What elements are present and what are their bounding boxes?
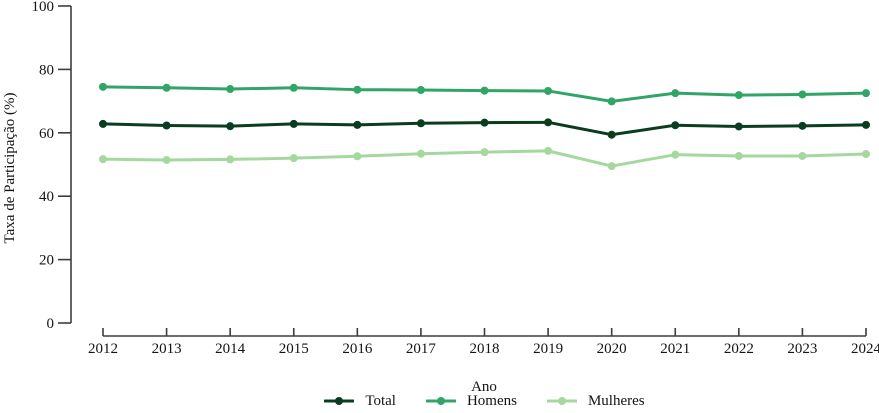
series-mulheres-point [798,151,807,160]
x-axis-title: Ano [471,379,497,395]
y-axis-title: Taxa de Participação (%) [2,93,18,244]
series-total-point [607,130,616,139]
series-homens-point [544,86,553,95]
y-tick-label: 80 [39,62,54,78]
x-tick-label: 2023 [787,341,817,357]
legend-item-total: Total [324,392,396,409]
series-total-point [416,119,425,128]
legend-marker-total-icon [324,397,355,405]
series-homens-point [862,89,870,98]
series-homens-point [416,86,425,95]
series-mulheres-point [544,146,553,155]
x-tick-label: 2022 [724,341,754,357]
series-mulheres-point [607,162,616,171]
series-mulheres-point [226,155,235,164]
series-total-point [544,118,553,127]
legend-label: Mulheres [587,392,645,409]
legend-item-homens: Homens [425,392,517,409]
series-homens-point [99,82,107,91]
y-tick-label: 20 [39,253,54,269]
series-mulheres-point [416,149,425,158]
series-layer [99,82,870,171]
series-mulheres-point [289,154,298,163]
series-homens-point [607,97,616,106]
series-mulheres-point [353,152,362,161]
y-tick-label: 60 [39,126,54,142]
legend-dot [557,397,566,405]
legend-dot [335,397,344,405]
axes-layer: 0 20 40 60 80 100 2012 2013 2014 2015 2016 2017 2018… [32,0,879,357]
x-tick-label: 2018 [470,341,500,357]
x-tick-label: 2013 [152,341,182,357]
legend-item-mulheres: Mulheres [546,392,645,409]
legend-dot [436,397,445,405]
series-mulheres-point [734,151,743,160]
x-tick-label: 2014 [215,341,246,357]
series-total-point [798,121,807,130]
x-tick-label: 2024 [851,341,879,357]
y-tick-label: 100 [32,0,55,15]
series-mulheres-point [671,150,680,159]
series-total-point [99,119,107,128]
series-total-point [226,122,235,131]
x-tick-label: 2020 [597,341,627,357]
y-tick-label: 0 [47,316,55,332]
series-total-point [289,119,298,128]
series-homens-point [480,86,489,95]
series-homens-point [734,91,743,100]
series-homens-point [226,85,235,94]
series-total-point [353,120,362,129]
series-total-point [162,121,171,130]
series-homens-point [162,83,171,92]
series-homens-point [671,89,680,98]
series-mulheres-point [162,156,171,165]
x-tick-label: 2016 [342,341,373,357]
series-mulheres-point [480,148,489,157]
series-mulheres-point [99,155,107,164]
x-tick-label: 2015 [279,341,309,357]
x-tick-label: 2021 [660,341,690,357]
legend-marker-homens-icon [425,397,456,405]
legend-marker-mulheres-icon [546,397,577,405]
series-total-point [862,120,870,129]
series-total-point [734,122,743,131]
legend: Total Homens Mulheres [103,392,866,410]
series-total-point [671,121,680,130]
series-mulheres-point [862,150,870,159]
legend-label: Homens [466,392,517,409]
series-total-point [480,118,489,127]
series-homens-point [798,90,807,99]
x-tick-label: 2019 [533,341,563,357]
legend-label: Total [365,392,396,409]
y-tick-label: 40 [39,189,54,205]
x-tick-label: 2017 [406,341,437,357]
series-homens-point [353,85,362,94]
series-homens-point [289,83,298,92]
x-tick-label: 2012 [88,341,118,357]
